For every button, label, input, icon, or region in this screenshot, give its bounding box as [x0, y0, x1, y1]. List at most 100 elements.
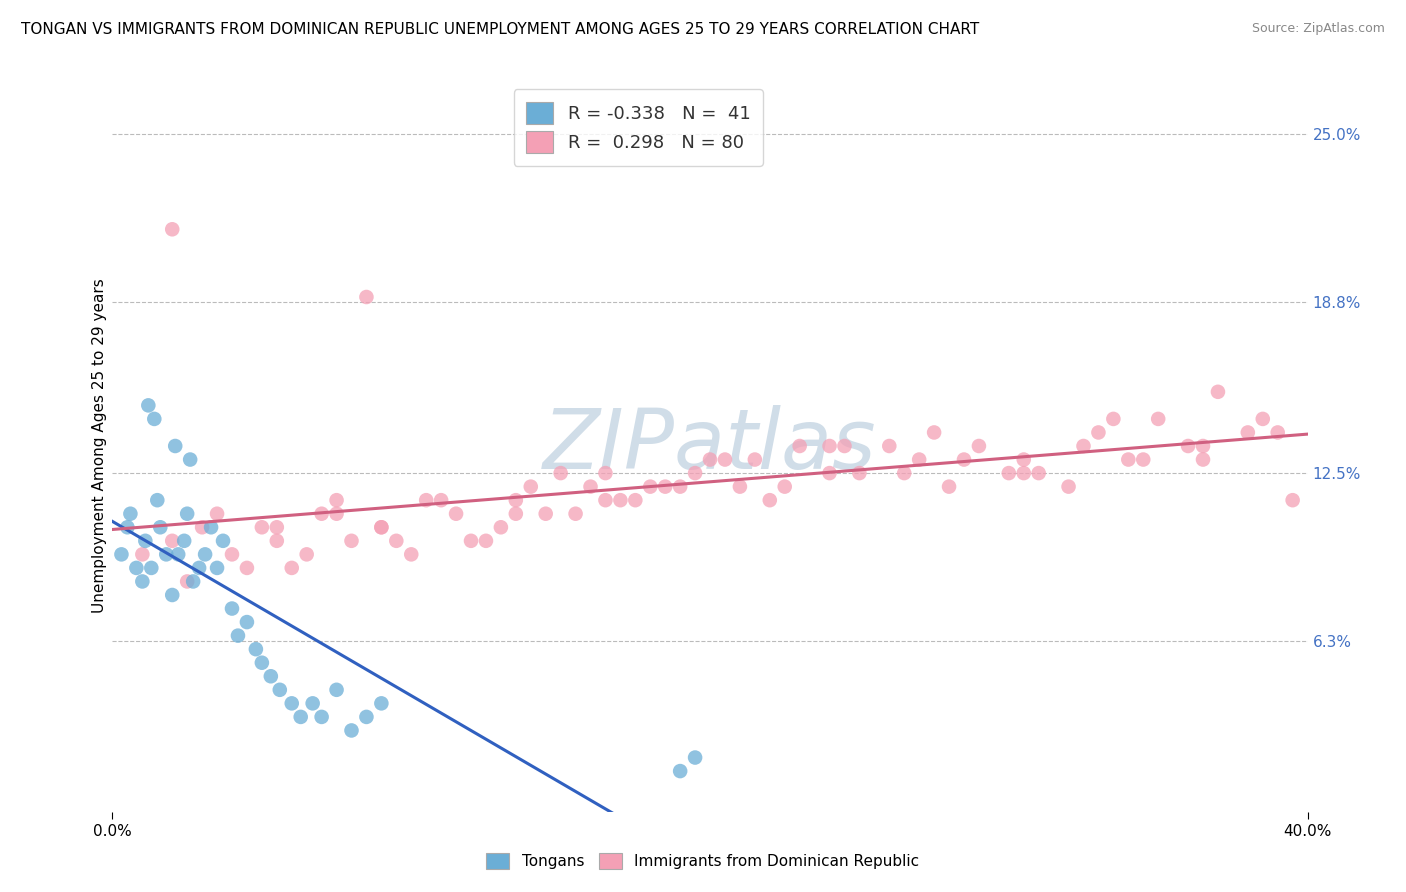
Point [266, 520, 288, 534]
Point [325, 682, 347, 697]
Point [654, 480, 676, 494]
Point [1281, 493, 1303, 508]
Point [669, 764, 692, 778]
Point [834, 439, 856, 453]
Point [162, 588, 183, 602]
Point [773, 480, 796, 494]
Point [176, 507, 198, 521]
Point [475, 533, 498, 548]
Point [1251, 412, 1274, 426]
Point [534, 507, 557, 521]
Point [194, 547, 217, 561]
Point [138, 398, 160, 412]
Point [221, 601, 243, 615]
Point [356, 710, 378, 724]
Point [176, 574, 198, 589]
Point [146, 493, 169, 508]
Point [167, 547, 190, 561]
Point [1237, 425, 1260, 440]
Point [281, 697, 304, 711]
Point [922, 425, 945, 440]
Point [444, 507, 467, 521]
Point [311, 710, 333, 724]
Point [149, 520, 172, 534]
Point [191, 520, 214, 534]
Point [818, 466, 841, 480]
Point [205, 507, 228, 521]
Point [998, 466, 1021, 480]
Point [1057, 480, 1080, 494]
Point [415, 493, 437, 508]
Point [640, 480, 662, 494]
Point [595, 493, 617, 508]
Point [179, 452, 201, 467]
Point [430, 493, 453, 508]
Point [1102, 412, 1125, 426]
Point [759, 493, 782, 508]
Point [1118, 452, 1140, 467]
Point [609, 493, 631, 508]
Point [141, 561, 163, 575]
Point [953, 452, 976, 467]
Point [879, 439, 901, 453]
Point [1012, 452, 1035, 467]
Point [1177, 439, 1199, 453]
Point [281, 561, 304, 575]
Point [340, 723, 363, 738]
Point [789, 439, 811, 453]
Point [221, 547, 243, 561]
Point [1192, 452, 1215, 467]
Point [385, 533, 408, 548]
Point [245, 642, 267, 657]
Point [301, 697, 323, 711]
Point [893, 466, 915, 480]
Point [165, 439, 187, 453]
Point [205, 561, 228, 575]
Point [356, 290, 378, 304]
Point [188, 561, 211, 575]
Point [155, 547, 177, 561]
Point [295, 547, 318, 561]
Text: TONGAN VS IMMIGRANTS FROM DOMINICAN REPUBLIC UNEMPLOYMENT AMONG AGES 25 TO 29 YE: TONGAN VS IMMIGRANTS FROM DOMINICAN REPU… [21, 22, 980, 37]
Point [699, 452, 721, 467]
Point [290, 710, 312, 724]
Point [173, 533, 195, 548]
Point [212, 533, 235, 548]
Point [550, 466, 572, 480]
Point [908, 452, 931, 467]
Point [181, 574, 204, 589]
Point [325, 493, 347, 508]
Point [744, 452, 766, 467]
Point [143, 412, 166, 426]
Point [714, 452, 737, 467]
Point [505, 493, 527, 508]
Legend: R = -0.338   N =  41, R =  0.298   N = 80: R = -0.338 N = 41, R = 0.298 N = 80 [513, 89, 763, 166]
Point [564, 507, 586, 521]
Point [250, 656, 273, 670]
Y-axis label: Unemployment Among Ages 25 to 29 years: Unemployment Among Ages 25 to 29 years [91, 278, 107, 614]
Point [1267, 425, 1289, 440]
Point [683, 466, 706, 480]
Point [520, 480, 543, 494]
Point [1087, 425, 1109, 440]
Point [579, 480, 602, 494]
Point [131, 547, 153, 561]
Point [848, 466, 870, 480]
Point [340, 533, 363, 548]
Point [1192, 439, 1215, 453]
Point [226, 629, 249, 643]
Point [595, 466, 617, 480]
Point [134, 533, 156, 548]
Point [401, 547, 423, 561]
Point [818, 439, 841, 453]
Point [967, 439, 990, 453]
Point [505, 507, 527, 521]
Point [250, 520, 273, 534]
Point [669, 480, 692, 494]
Point [370, 520, 392, 534]
Point [728, 480, 751, 494]
Point [110, 547, 132, 561]
Point [120, 507, 142, 521]
Legend: Tongans, Immigrants from Dominican Republic: Tongans, Immigrants from Dominican Repub… [481, 847, 925, 875]
Point [1012, 466, 1035, 480]
